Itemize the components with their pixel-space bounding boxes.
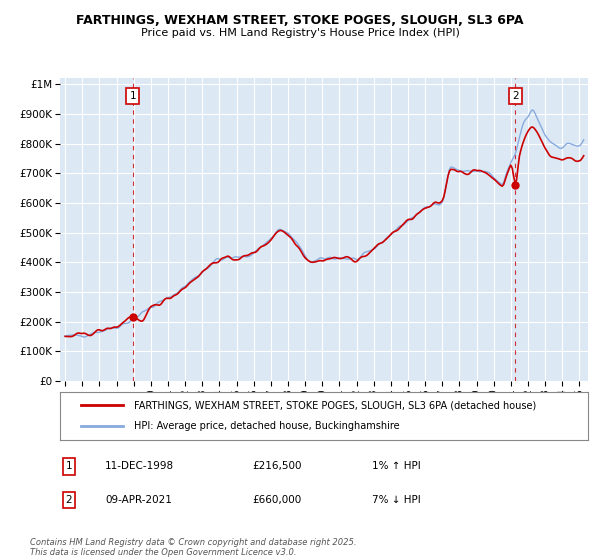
Text: FARTHINGS, WEXHAM STREET, STOKE POGES, SLOUGH, SL3 6PA: FARTHINGS, WEXHAM STREET, STOKE POGES, S… [76, 14, 524, 27]
Text: Contains HM Land Registry data © Crown copyright and database right 2025.
This d: Contains HM Land Registry data © Crown c… [30, 538, 356, 557]
Text: 2: 2 [512, 91, 519, 101]
Text: 2: 2 [65, 495, 73, 505]
Text: £216,500: £216,500 [252, 461, 302, 472]
Text: 09-APR-2021: 09-APR-2021 [105, 495, 172, 505]
Text: 7% ↓ HPI: 7% ↓ HPI [372, 495, 421, 505]
Text: FARTHINGS, WEXHAM STREET, STOKE POGES, SLOUGH, SL3 6PA (detached house): FARTHINGS, WEXHAM STREET, STOKE POGES, S… [134, 400, 536, 410]
Text: 1% ↑ HPI: 1% ↑ HPI [372, 461, 421, 472]
Text: £660,000: £660,000 [252, 495, 301, 505]
Text: 1: 1 [65, 461, 73, 472]
Text: HPI: Average price, detached house, Buckinghamshire: HPI: Average price, detached house, Buck… [134, 421, 400, 431]
Text: Price paid vs. HM Land Registry's House Price Index (HPI): Price paid vs. HM Land Registry's House … [140, 28, 460, 38]
Text: 1: 1 [130, 91, 136, 101]
Text: 11-DEC-1998: 11-DEC-1998 [105, 461, 174, 472]
